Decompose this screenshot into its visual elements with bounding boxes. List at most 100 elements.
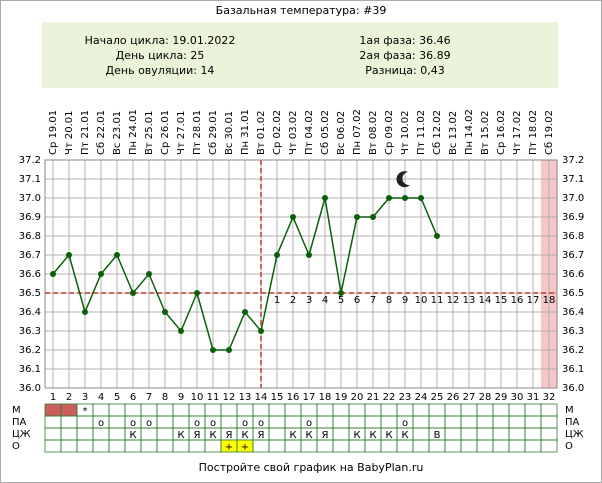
- luteal-day: 12: [447, 295, 460, 306]
- date-label: Пн 14.02: [464, 109, 475, 155]
- point: [210, 347, 216, 353]
- date-label: Пн 31.01: [240, 109, 251, 155]
- date-label: Чт 17.02: [512, 111, 523, 156]
- y-tick-label: 36.4: [19, 307, 41, 318]
- y-tick-label: 36.0: [562, 383, 584, 394]
- cell-text: К: [369, 430, 376, 441]
- y-tick-label: 36.9: [19, 212, 41, 223]
- date-label: Пт 18.02: [528, 110, 539, 155]
- cell-text: o: [306, 418, 312, 429]
- date-label: Вт 01.02: [256, 111, 267, 156]
- moon-icon: [396, 171, 410, 188]
- info-box: [42, 22, 558, 88]
- row-label: М: [12, 405, 21, 416]
- row-label: ПА: [565, 417, 580, 428]
- x-tick-label: 30: [511, 392, 524, 403]
- info: День овуляции: 14: [106, 64, 215, 77]
- luteal-day: 15: [495, 295, 508, 306]
- x-tick-label: 18: [319, 392, 332, 403]
- date-label: Ср 02.02: [272, 110, 283, 155]
- cell-text: o: [130, 418, 136, 429]
- date-label: Вт 15.02: [480, 111, 491, 156]
- luteal-day: 18: [543, 295, 556, 306]
- x-tick-label: 4: [98, 392, 104, 403]
- date-label: Чт 20.01: [64, 111, 75, 156]
- x-tick-label: 25: [431, 392, 444, 403]
- row-label: М: [565, 405, 574, 416]
- cell-text: В: [434, 430, 441, 441]
- x-tick-label: 13: [239, 392, 252, 403]
- date-label: Пт 04.02: [304, 110, 315, 155]
- y-tick-label: 36.0: [19, 383, 41, 394]
- cell-fill: [221, 440, 237, 452]
- cell-text: *: [83, 406, 88, 417]
- y-tick-label: 36.7: [562, 250, 584, 261]
- x-tick-label: 29: [495, 392, 508, 403]
- point: [258, 328, 264, 334]
- x-tick-label: 20: [351, 392, 364, 403]
- cell-text: К: [129, 430, 136, 441]
- x-tick-label: 24: [415, 392, 428, 403]
- y-tick-label: 36.6: [562, 269, 584, 280]
- chart-title: Базальная температура: #39: [216, 4, 387, 17]
- cell-text: o: [402, 418, 408, 429]
- x-tick-label: 5: [114, 392, 120, 403]
- info: 2ая фаза: 36.89: [359, 49, 450, 62]
- cell-text: o: [258, 418, 264, 429]
- cell-text: К: [305, 430, 312, 441]
- point: [354, 214, 360, 220]
- cell-text: +: [225, 442, 233, 453]
- x-tick-label: 14: [255, 392, 268, 403]
- cell-text: К: [209, 430, 216, 441]
- date-label: Чт 10.02: [400, 111, 411, 156]
- x-tick-label: 12: [223, 392, 236, 403]
- x-tick-label: 26: [447, 392, 460, 403]
- point: [226, 347, 232, 353]
- cell-text: К: [289, 430, 296, 441]
- cell-text: К: [177, 430, 184, 441]
- point: [50, 271, 56, 277]
- point: [306, 252, 312, 258]
- point: [82, 309, 88, 315]
- point: [178, 328, 184, 334]
- point: [338, 290, 344, 296]
- row-label: ЦЖ: [565, 429, 584, 440]
- point: [434, 233, 440, 239]
- row-label: О: [12, 441, 20, 452]
- x-tick-label: 23: [399, 392, 412, 403]
- x-tick-label: 6: [130, 392, 136, 403]
- point: [66, 252, 72, 258]
- row-label: О: [565, 441, 573, 452]
- date-label: Чт 27.01: [176, 111, 187, 156]
- x-tick-label: 16: [287, 392, 300, 403]
- luteal-day: 1: [274, 295, 280, 306]
- x-tick-label: 27: [463, 392, 476, 403]
- cell-fill: [45, 404, 61, 416]
- plot-border: [44, 159, 558, 389]
- cell-text: o: [98, 418, 104, 429]
- point: [274, 252, 280, 258]
- date-label: Пт 21.01: [80, 110, 91, 155]
- luteal-day: 4: [322, 295, 328, 306]
- x-tick-label: 17: [303, 392, 316, 403]
- date-label: Пн 07.02: [352, 109, 363, 155]
- x-tick-label: 21: [367, 392, 380, 403]
- date-label: Сб 05.02: [320, 110, 331, 155]
- date-label: Ср 26.01: [160, 110, 171, 155]
- point: [370, 214, 376, 220]
- cell-text: +: [241, 442, 249, 453]
- luteal-day: 10: [415, 295, 428, 306]
- point: [98, 271, 104, 277]
- x-tick-label: 2: [66, 392, 72, 403]
- point: [418, 195, 424, 201]
- y-tick-label: 36.3: [562, 326, 584, 337]
- date-label: Пн 24.01: [128, 109, 139, 155]
- luteal-day: 8: [386, 295, 392, 306]
- x-tick-label: 7: [146, 392, 152, 403]
- point: [242, 309, 248, 315]
- y-tick-label: 37.1: [562, 174, 584, 185]
- date-label: Вс 23.01: [112, 111, 123, 155]
- luteal-day: 17: [527, 295, 540, 306]
- point: [386, 195, 392, 201]
